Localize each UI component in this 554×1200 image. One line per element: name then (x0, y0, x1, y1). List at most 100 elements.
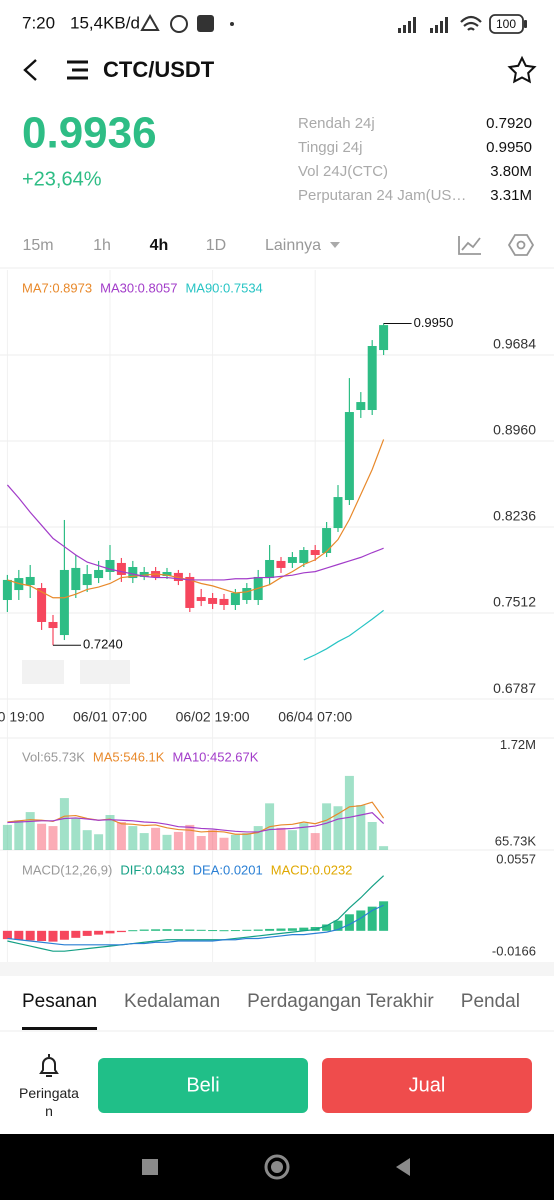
macd-bar (59, 930, 69, 940)
volume-legend: Vol:65.73K (22, 749, 85, 764)
volume-bar (299, 823, 309, 850)
volume-tick-label: 1.72M (500, 737, 536, 752)
macd-bar (14, 930, 24, 940)
status-time: 7:20 (22, 13, 55, 32)
volume-bar (367, 822, 377, 850)
macd-bar (276, 928, 286, 931)
section-tab[interactable]: Kedalaman (124, 991, 220, 1012)
macd-bar (139, 929, 149, 931)
volume-bar (139, 833, 149, 850)
candle-body (37, 588, 47, 622)
volume-bar (185, 824, 195, 850)
stat-label: Rendah 24j (298, 115, 375, 132)
volume-bar (333, 806, 343, 850)
annotation-label: 0.9950 (414, 315, 454, 330)
legend-entry: MA5:546.1K (93, 749, 165, 764)
alert-icon[interactable] (39, 1054, 59, 1077)
macd-bar (71, 930, 81, 938)
candle-body (356, 402, 366, 411)
legend-entry: MA30:0.8057 (100, 280, 177, 295)
candle-body (208, 597, 218, 604)
section-gap (0, 962, 554, 976)
volume-ma-line (7, 801, 385, 835)
active-tab-indicator (22, 1027, 98, 1030)
candle-body (2, 579, 12, 601)
stat-value: 3.31M (490, 187, 532, 204)
candle-body (162, 571, 172, 577)
macd-bar (162, 929, 172, 931)
timeframe-tab[interactable]: 4h (150, 237, 169, 254)
candle-body (82, 574, 92, 586)
volume-tick-label: 65.73K (495, 834, 537, 849)
back-button[interactable] (23, 59, 37, 81)
pair-title[interactable]: CTC/USDT (103, 57, 215, 82)
section-tab[interactable]: Pesanan (22, 991, 97, 1012)
macd-bar (230, 930, 240, 932)
macd-bar (322, 924, 332, 931)
sell-button[interactable] (322, 1058, 532, 1113)
macd-bar (196, 929, 206, 931)
buy-label[interactable]: Beli (186, 1074, 219, 1096)
menu-icon[interactable] (67, 60, 88, 80)
volume-ma-line (7, 812, 385, 833)
y-tick-label: 0.6787 (493, 680, 536, 696)
volume-bar (322, 803, 332, 850)
candle-body (242, 588, 252, 601)
nav-back[interactable] (396, 1158, 410, 1176)
nav-recents[interactable] (142, 1159, 158, 1175)
stat-value: 3.80M (490, 163, 532, 180)
timeframe-tab[interactable]: 1h (93, 237, 111, 254)
timeframe-tab[interactable]: 1D (206, 237, 226, 254)
ma-line (7, 439, 385, 599)
nav-home-dot (271, 1161, 283, 1173)
timeframe-tab[interactable]: 15m (22, 237, 53, 254)
y-tick-label: 0.8236 (493, 508, 536, 524)
sell-label[interactable]: Jual (409, 1074, 446, 1096)
candle-body (128, 566, 138, 579)
section-tab[interactable]: Perdagangan Terakhir (247, 991, 434, 1012)
macd-bar (242, 929, 252, 931)
macd-bar (173, 929, 183, 931)
candle-body (48, 621, 58, 629)
nav-home[interactable] (264, 1154, 290, 1180)
volume-bar (128, 826, 138, 850)
volume-bar (379, 846, 389, 850)
macd-bar (128, 930, 138, 932)
candle-body (322, 528, 332, 553)
timeframe-tab[interactable]: Lainnya (265, 237, 321, 254)
candle-body (299, 550, 309, 563)
section-tab[interactable]: Pendal (461, 991, 520, 1012)
volume-bar (116, 822, 126, 850)
volume-bar (14, 820, 24, 850)
macd-bar (94, 930, 104, 935)
status-speed: 15,4KB/d (70, 13, 140, 32)
settings-icon[interactable] (507, 234, 535, 256)
volume-bar (2, 824, 12, 850)
x-tick-label: 06/02 19:00 (176, 709, 250, 725)
candle-body (59, 569, 69, 636)
volume-bar (253, 826, 263, 850)
macd-bar (116, 930, 126, 933)
volume-bar (162, 834, 172, 850)
x-tick-label: 06/01 07:00 (73, 709, 147, 725)
candle-body (219, 598, 229, 605)
legend-entry: MA7:0.8973 (22, 280, 92, 295)
candle-body (344, 412, 354, 501)
chart-style-icon[interactable] (458, 236, 481, 255)
dropdown-arrow (330, 242, 340, 248)
alert-label[interactable]: Peringatan (19, 1085, 79, 1119)
volume-bar (151, 827, 161, 850)
price-change: +23,64% (22, 168, 102, 190)
candle-body (116, 562, 126, 575)
favorite-star[interactable] (507, 55, 537, 84)
y-tick-label: 0.9684 (493, 336, 536, 352)
volume-bar (287, 830, 297, 850)
stat-label: Perputaran 24 Jam(US… (298, 187, 466, 204)
volume-bar (173, 831, 183, 850)
candle-body (94, 569, 104, 579)
legend-entry: MA10:452.67K (172, 749, 258, 764)
volume-bar (48, 826, 58, 850)
buy-button[interactable] (98, 1058, 308, 1113)
